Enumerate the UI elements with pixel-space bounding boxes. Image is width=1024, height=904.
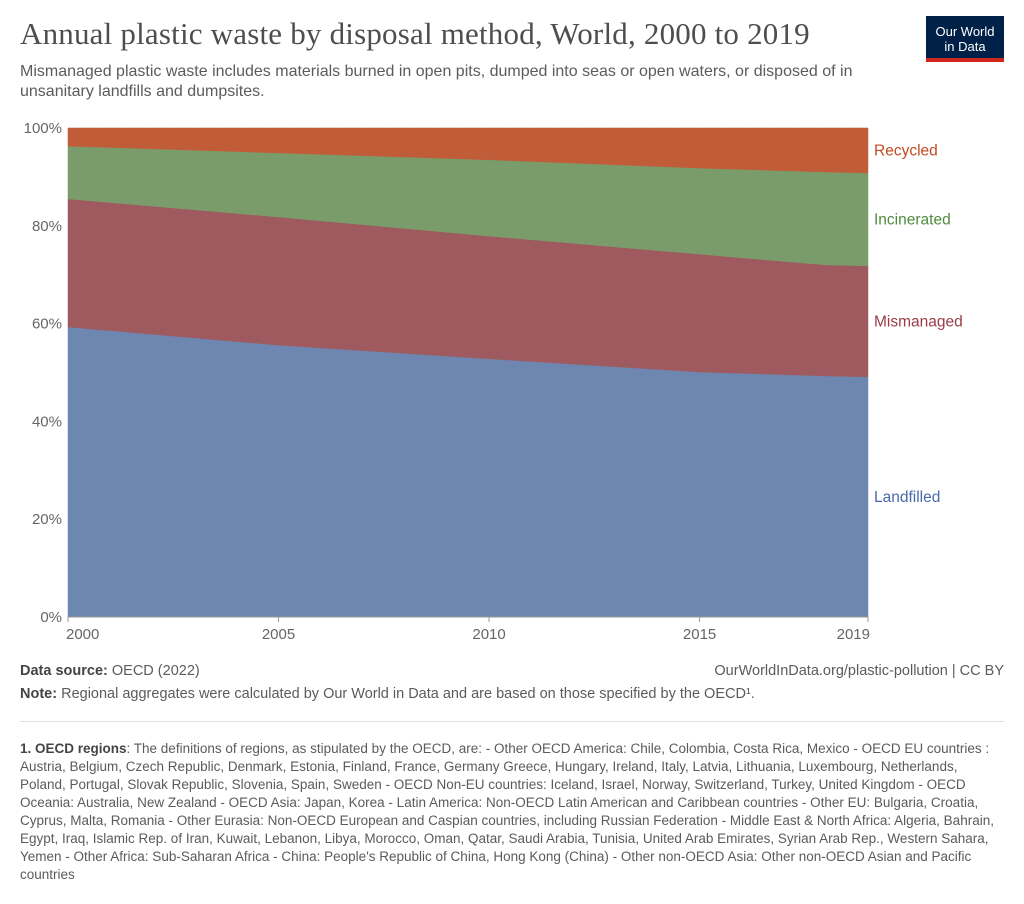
x-tick-label: 2010 bbox=[472, 626, 505, 643]
footnote: 1. OECD regions: The definitions of regi… bbox=[20, 741, 994, 882]
y-tick-label: 60% bbox=[32, 316, 62, 333]
chart-subtitle: Mismanaged plastic waste includes materi… bbox=[20, 63, 853, 100]
x-tick-label: 2015 bbox=[683, 626, 716, 643]
area-recycled bbox=[67, 127, 869, 174]
x-tick-label: 2000 bbox=[66, 626, 99, 643]
data-source: Data source: OECD (2022) bbox=[20, 663, 200, 679]
chart-title: Annual plastic waste by disposal method,… bbox=[20, 16, 810, 51]
series-label-incinerated: Incinerated bbox=[874, 211, 951, 228]
series-label-landfilled: Landfilled bbox=[874, 489, 940, 506]
y-tick-label: 80% bbox=[32, 218, 62, 235]
owid-logo[interactable]: Our World in Data bbox=[926, 16, 1004, 62]
series-label-mismanaged: Mismanaged bbox=[874, 313, 963, 330]
series-label-recycled: Recycled bbox=[874, 142, 938, 159]
chart-note: Note: Regional aggregates were calculate… bbox=[20, 686, 755, 702]
y-tick-label: 100% bbox=[24, 120, 62, 137]
x-tick-label: 2005 bbox=[262, 626, 295, 643]
y-tick-label: 40% bbox=[32, 413, 62, 430]
stacked-area-chart: 0% 20% 40% 60% 80% 100% Landfilled Mismanaged In… bbox=[24, 120, 963, 643]
x-tick-label: 2019 bbox=[837, 626, 870, 643]
y-tick-label: 0% bbox=[40, 609, 62, 626]
divider bbox=[20, 721, 1004, 722]
y-tick-label: 20% bbox=[32, 511, 62, 528]
source-link[interactable]: OurWorldInData.org/plastic-pollution | C… bbox=[714, 663, 1004, 679]
